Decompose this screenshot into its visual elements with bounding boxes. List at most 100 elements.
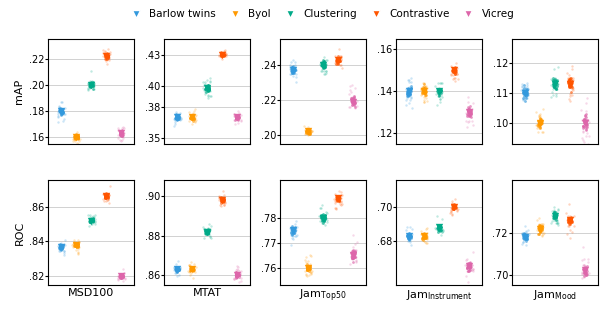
Point xyxy=(336,54,345,60)
Point xyxy=(219,52,228,57)
Point xyxy=(449,70,458,75)
Point xyxy=(57,109,66,114)
Point xyxy=(303,268,312,273)
Point xyxy=(305,252,315,258)
Point xyxy=(292,227,301,232)
Point xyxy=(434,88,444,93)
Point xyxy=(289,228,298,234)
Point xyxy=(579,268,589,273)
Point xyxy=(420,90,430,95)
Point xyxy=(103,47,112,52)
Point xyxy=(466,265,475,270)
Point xyxy=(169,264,179,270)
Point xyxy=(206,235,216,240)
Point xyxy=(291,75,301,80)
Point xyxy=(449,68,458,73)
Point xyxy=(552,78,562,83)
Point xyxy=(187,265,196,271)
Point xyxy=(564,216,574,221)
Point xyxy=(289,57,298,63)
Point xyxy=(56,245,65,250)
Point xyxy=(185,267,194,272)
Point xyxy=(534,225,544,230)
Point xyxy=(291,233,300,238)
Point xyxy=(236,269,246,274)
Point xyxy=(231,115,240,120)
Point xyxy=(580,267,590,272)
Point xyxy=(549,85,559,90)
Point xyxy=(416,86,425,91)
Point xyxy=(100,195,110,200)
Point xyxy=(219,49,229,54)
Point xyxy=(449,70,459,75)
Point xyxy=(173,114,183,120)
Point xyxy=(417,90,427,95)
Point xyxy=(290,67,300,72)
Point xyxy=(463,112,473,117)
Point xyxy=(463,260,473,265)
Point xyxy=(231,268,240,273)
Point xyxy=(72,133,82,138)
Point xyxy=(170,266,180,271)
Point xyxy=(202,229,211,234)
Point xyxy=(302,128,312,133)
Point xyxy=(548,82,558,87)
Point xyxy=(349,249,359,255)
Point xyxy=(115,131,125,136)
Point xyxy=(406,95,416,100)
Point xyxy=(569,223,579,228)
Point xyxy=(466,110,475,115)
Point xyxy=(417,236,427,241)
Point xyxy=(580,119,590,124)
Point xyxy=(186,266,196,271)
Point xyxy=(186,267,196,272)
Point xyxy=(566,81,576,87)
Point xyxy=(520,84,530,89)
Point xyxy=(564,218,574,223)
Point xyxy=(85,218,95,223)
Point xyxy=(349,95,359,100)
Point xyxy=(453,76,463,82)
Point xyxy=(318,64,328,69)
Point xyxy=(517,84,527,89)
Point xyxy=(218,51,228,56)
Point xyxy=(89,214,98,219)
X-axis label: $\mathrm{Jam}_{\mathrm{Mood}}$: $\mathrm{Jam}_{\mathrm{Mood}}$ xyxy=(533,288,577,302)
Point xyxy=(433,223,443,228)
Point xyxy=(71,247,81,252)
Point xyxy=(303,265,313,270)
Point xyxy=(184,262,194,268)
Point xyxy=(218,198,228,203)
Point xyxy=(464,263,474,268)
Point xyxy=(188,265,198,270)
Point xyxy=(577,272,586,277)
Point xyxy=(521,92,531,98)
Point xyxy=(187,115,196,121)
Point xyxy=(72,133,82,138)
Point xyxy=(464,264,474,270)
Point xyxy=(85,217,94,223)
Point xyxy=(422,237,432,242)
Point xyxy=(419,234,428,239)
Point xyxy=(566,81,576,86)
Point xyxy=(304,129,314,134)
Point xyxy=(216,199,225,204)
Point xyxy=(72,242,82,247)
Point xyxy=(220,49,230,54)
Point xyxy=(173,267,183,272)
Point xyxy=(547,219,557,224)
Point xyxy=(85,219,94,224)
Point xyxy=(219,200,228,205)
Point xyxy=(199,87,209,92)
Point xyxy=(58,109,68,114)
Point xyxy=(521,89,530,94)
Point xyxy=(518,91,528,97)
Point xyxy=(304,264,314,269)
Point xyxy=(521,235,531,240)
Point xyxy=(336,202,345,207)
Point xyxy=(174,267,184,272)
Point xyxy=(403,92,413,98)
Point xyxy=(405,239,415,244)
Point xyxy=(518,232,528,237)
Point xyxy=(117,125,127,130)
